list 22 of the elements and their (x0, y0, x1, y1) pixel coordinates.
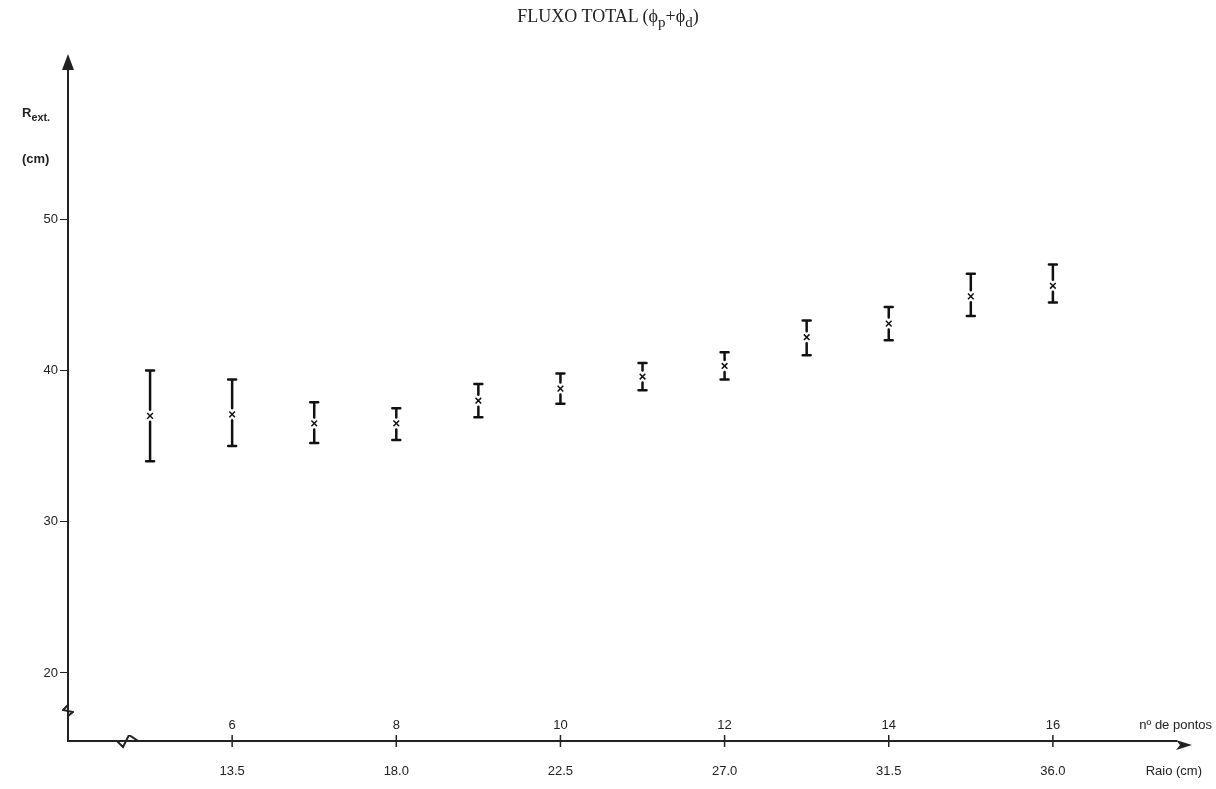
x-tick-label: 6 (228, 717, 236, 733)
x-tick-label: 8 (392, 717, 400, 733)
text: R$_{ext.}$ (cm) (22, 105, 51, 166)
point (556, 385, 565, 393)
x2-tick-label: 36.0 (1040, 763, 1066, 779)
x2-axis-title: Raio (cm) (1145, 763, 1202, 779)
x2-tick-label: 13.5 (219, 763, 245, 779)
x2-tick-label: 31.5 (876, 763, 902, 779)
x-tick-label: 12 (717, 717, 732, 733)
point (638, 372, 647, 381)
x-axis-title: nº de pontos (1139, 717, 1213, 733)
x-tick-label: 10 (553, 717, 568, 733)
x-tick-label: 16 (1045, 717, 1061, 733)
y-tick-label: 30 (43, 513, 58, 529)
x2-tick-label: 22.5 (547, 763, 574, 779)
x-tick-label: 14 (881, 717, 896, 733)
x2-tick-label: 18.0 (383, 763, 409, 779)
chart-title: FLUXO TOTAL (ϕ$_{p}$+ϕ$_{d}$) (516, 6, 700, 31)
y-tick-label: 20 (43, 664, 58, 680)
x2-tick-label: 27.0 (711, 763, 738, 779)
y-tick-label: 40 (43, 362, 58, 378)
y-tick-label: 50 (43, 210, 58, 226)
